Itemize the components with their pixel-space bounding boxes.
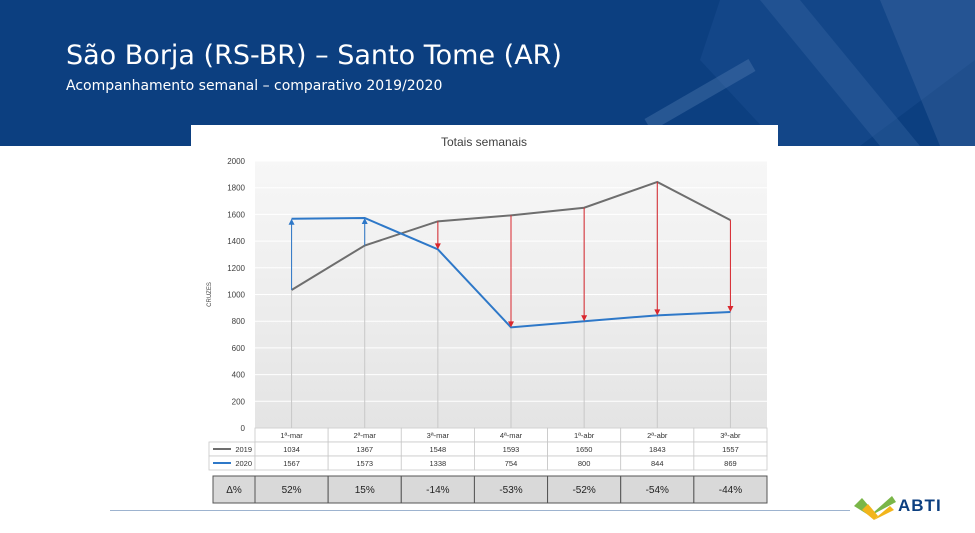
data-label: 1650 xyxy=(576,445,593,454)
data-label: 800 xyxy=(578,459,591,468)
data-label: 1338 xyxy=(430,459,447,468)
data-label: 1034 xyxy=(283,445,300,454)
delta-cell xyxy=(254,475,329,504)
y-tick-label: 400 xyxy=(232,371,246,380)
abti-logo-icon xyxy=(854,496,896,520)
delta-value: -52% xyxy=(572,485,595,496)
x-tick-label: 4ª-mar xyxy=(500,431,523,440)
difference-arrow-head xyxy=(581,315,588,322)
data-label: 1567 xyxy=(283,459,300,468)
x-tick-label: 1ª-abr xyxy=(574,431,595,440)
y-tick-label: 2000 xyxy=(227,157,245,166)
delta-value: -14% xyxy=(426,485,449,496)
data-label: 754 xyxy=(505,459,518,468)
delta-label-cell xyxy=(212,475,256,504)
y-axis-label: CRUZES xyxy=(207,282,213,307)
difference-arrow-head xyxy=(361,218,368,225)
data-label: 1573 xyxy=(356,459,373,468)
legend-label: 2019 xyxy=(235,445,252,454)
difference-arrow-head xyxy=(508,321,514,328)
delta-value: -53% xyxy=(499,485,522,496)
x-tick-label: 2ª-abr xyxy=(647,431,668,440)
chart-title: Totais semanais xyxy=(441,135,527,149)
delta-cell xyxy=(693,475,768,504)
chart-panel: Totais semanais CRUZES 0 200 400 600 800 1000… xyxy=(191,125,778,510)
difference-arrow-head xyxy=(288,218,295,225)
weekly-totals-chart: Totais semanais CRUZES 0 200 400 600 800 1000… xyxy=(207,135,768,504)
delta-cell xyxy=(327,475,402,504)
y-tick-label: 600 xyxy=(232,344,246,353)
y-tick-label: 200 xyxy=(232,397,246,406)
delta-value: 52% xyxy=(282,485,302,496)
legend-label: 2020 xyxy=(235,459,252,468)
delta-cell xyxy=(620,475,695,504)
x-tick-label: 3ª-abr xyxy=(720,431,741,440)
delta-cell xyxy=(473,475,549,504)
footer-divider xyxy=(110,510,850,511)
x-tick-label: 2ª-mar xyxy=(354,431,377,440)
y-tick-label: 1800 xyxy=(227,184,245,193)
y-tick-label: 0 xyxy=(241,424,246,433)
delta-value: -54% xyxy=(646,485,669,496)
data-label: 1557 xyxy=(722,445,739,454)
difference-arrow-head xyxy=(434,243,441,250)
y-tick-label: 1600 xyxy=(227,210,245,219)
x-tick-label: 3ª-mar xyxy=(427,431,450,440)
y-tick-label: 1200 xyxy=(227,264,245,273)
header-banner: São Borja (RS-BR) – Santo Tome (AR) Acom… xyxy=(0,0,975,146)
page-title: São Borja (RS-BR) – Santo Tome (AR) xyxy=(66,40,562,71)
data-label: 1593 xyxy=(503,445,520,454)
data-label: 1548 xyxy=(430,445,447,454)
y-tick-label: 1000 xyxy=(227,291,245,300)
data-label: 1367 xyxy=(356,445,373,454)
y-tick-label: 1400 xyxy=(227,237,245,246)
data-label: 1843 xyxy=(649,445,666,454)
delta-cell xyxy=(400,475,475,504)
header-decoration xyxy=(644,0,975,146)
delta-value: -44% xyxy=(719,485,742,496)
delta-cell xyxy=(547,475,622,504)
x-tick-label: 1ª-mar xyxy=(280,431,303,440)
logo-text: ABTI xyxy=(898,496,942,515)
difference-arrow-head xyxy=(654,309,661,316)
data-label: 869 xyxy=(724,459,737,468)
page-subtitle: Acompanhamento semanal – comparativo 201… xyxy=(66,78,443,94)
difference-arrow-head xyxy=(727,305,734,312)
data-label: 844 xyxy=(651,459,664,468)
delta-value: 15% xyxy=(355,485,375,496)
delta-label: Δ% xyxy=(226,485,242,496)
table-cell xyxy=(693,455,768,471)
y-tick-label: 800 xyxy=(232,317,246,326)
